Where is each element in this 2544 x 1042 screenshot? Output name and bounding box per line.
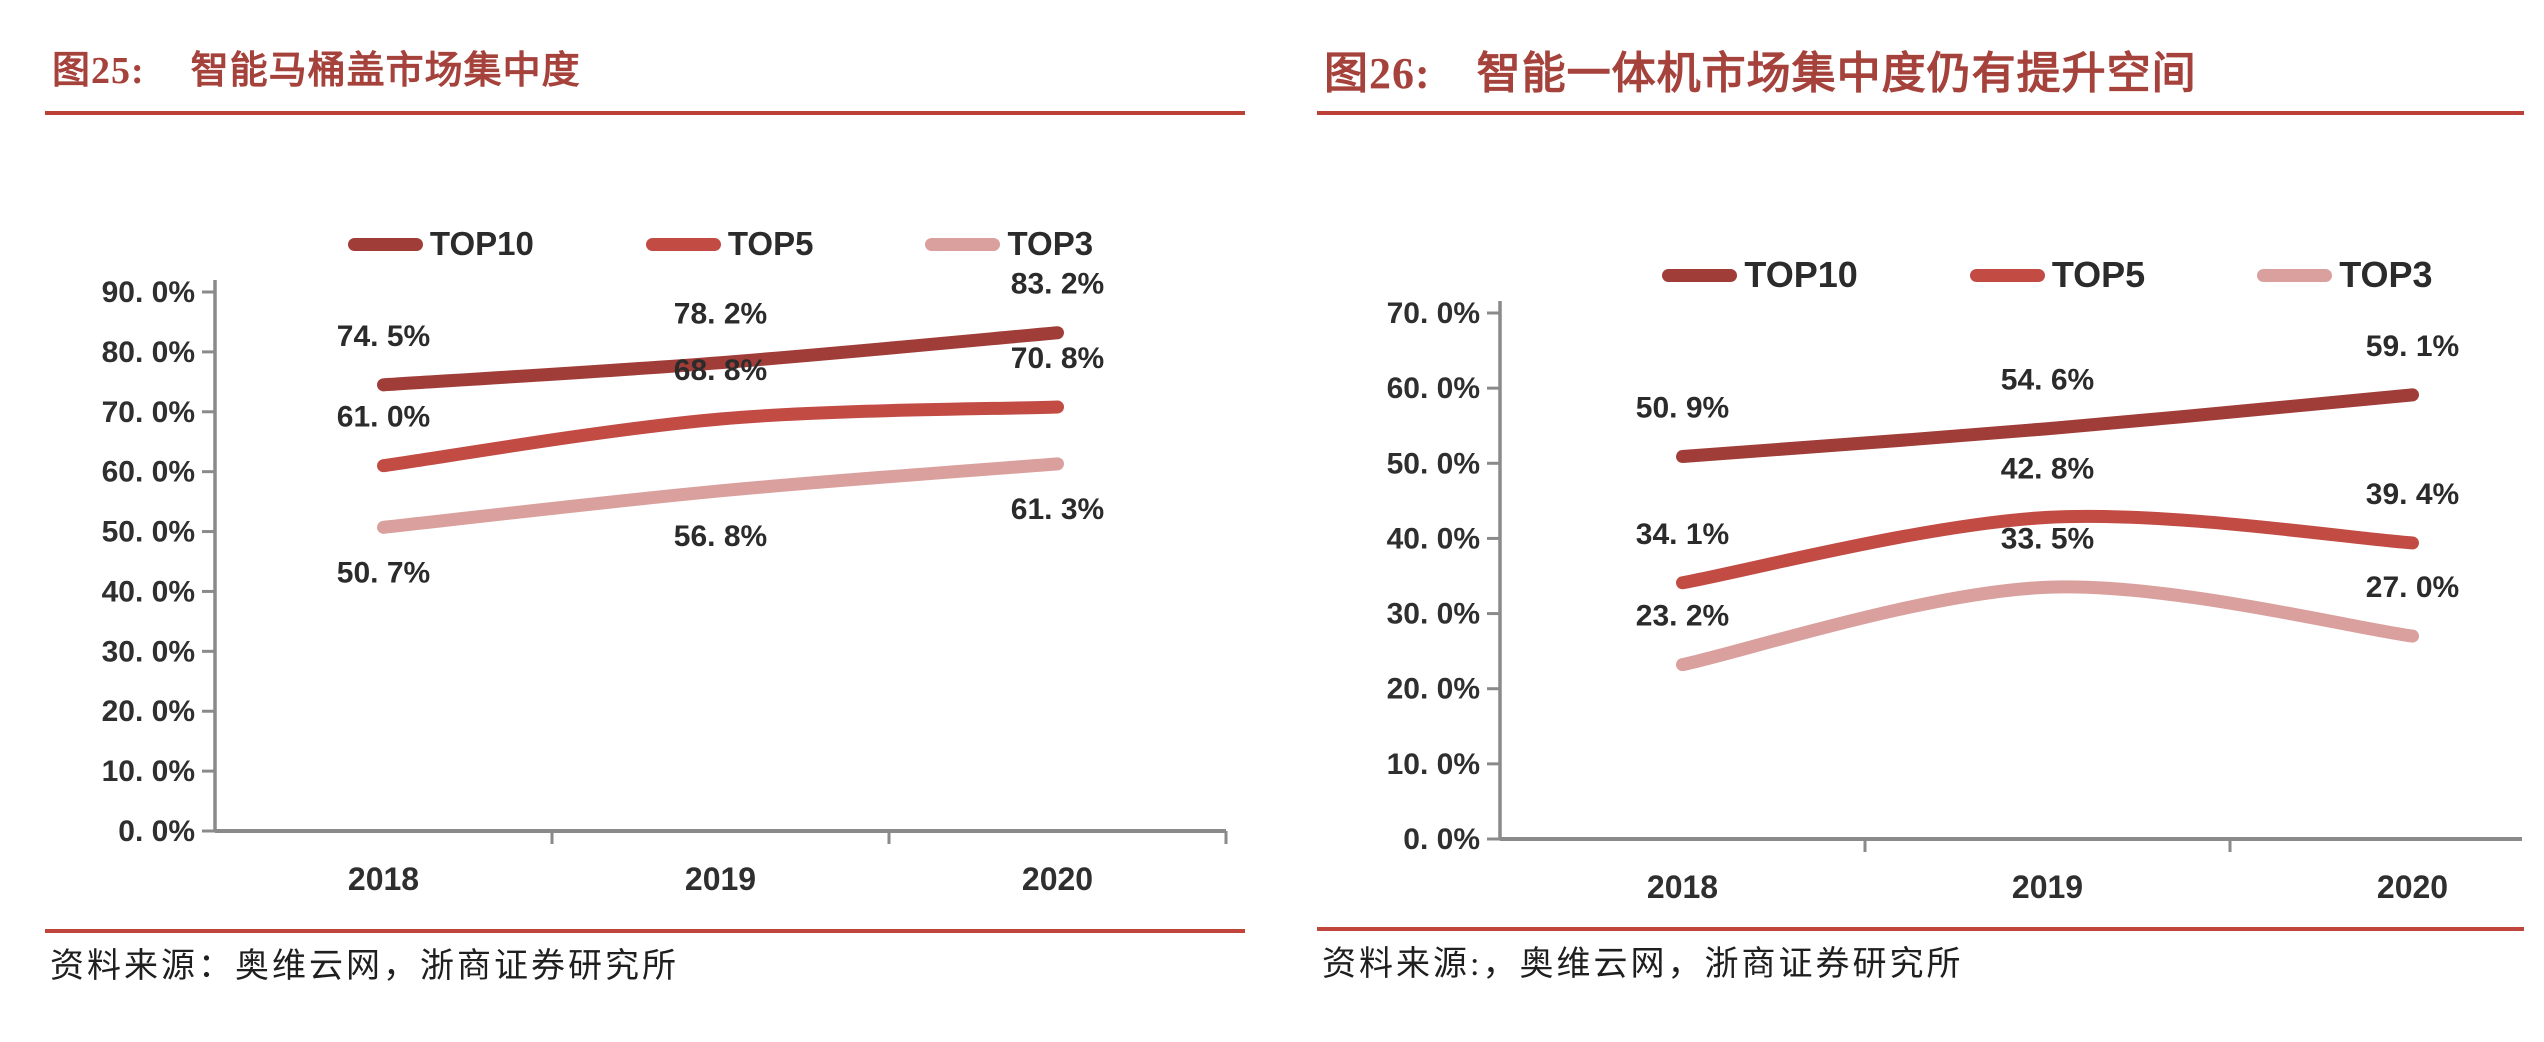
- legend-label: TOP5: [2051, 254, 2146, 295]
- y-tick-label: 10. 0%: [1387, 748, 1480, 781]
- y-tick-label: 10. 0%: [102, 755, 195, 788]
- y-tick-label: 30. 0%: [1387, 598, 1480, 631]
- y-tick-label: 0. 0%: [1403, 823, 1480, 856]
- legend-label: TOP3: [1007, 225, 1094, 262]
- legend-marker-top5: [645, 237, 721, 251]
- y-tick-label: 60. 0%: [102, 456, 195, 489]
- y-tick-label: 60. 0%: [1387, 372, 1480, 405]
- figure-panel-26: 图26: 智能一体机市场集中度仍有提升空间 TOP10 TOP5 TOP3 0. 0%…: [1312, 0, 2524, 1042]
- legend-marker-top10: [347, 237, 423, 251]
- data-label-top5-2020: 39. 4%: [2366, 478, 2459, 511]
- data-label-top5-2019: 68. 8%: [674, 354, 767, 387]
- data-label-top10-2018: 50. 9%: [1636, 392, 1729, 425]
- legend-marker-top3: [2257, 268, 2333, 282]
- series-line-top10: [1676, 388, 2419, 464]
- data-label-top10-2020: 83. 2%: [1011, 268, 1104, 301]
- legend-item-top5: TOP5: [645, 225, 814, 263]
- y-tick-label: 70. 0%: [1387, 297, 1480, 330]
- data-label-top3-2020: 61. 3%: [1011, 493, 1104, 526]
- x-tick-label: 2019: [685, 861, 756, 897]
- data-label-top3-2020: 27. 0%: [2366, 571, 2459, 604]
- x-tick-label: 2018: [348, 861, 419, 897]
- series-line-top10: [377, 326, 1064, 392]
- y-tick-label: 70. 0%: [102, 396, 195, 429]
- figure-number: 图26:: [1324, 49, 1431, 98]
- data-label-top10-2018: 74. 5%: [337, 320, 430, 353]
- figure-title: 图26: 智能一体机市场集中度仍有提升空间: [1324, 52, 2197, 96]
- legend-label: TOP10: [1744, 254, 1858, 295]
- series-line-top5: [1676, 509, 2419, 590]
- legend-marker-top10: [1662, 268, 1738, 282]
- data-label-top10-2020: 59. 1%: [2366, 330, 2459, 363]
- legend-item-top10: TOP10: [1662, 254, 1858, 296]
- data-label-top3-2019: 33. 5%: [2001, 522, 2094, 555]
- data-label-top3-2019: 56. 8%: [674, 520, 767, 553]
- legend-marker-top5: [1969, 268, 2045, 282]
- data-label-top5-2018: 34. 1%: [1636, 518, 1729, 551]
- data-label-top3-2018: 50. 7%: [337, 556, 430, 589]
- figure-title-text: 智能马桶盖市场集中度: [190, 50, 581, 92]
- line-chart: 0. 0% 10. 0% 20. 0% 30. 0% 40. 0% 50. 0% 60. 0…: [102, 268, 1228, 897]
- y-tick-label: 40. 0%: [102, 575, 195, 608]
- title-underline: [1317, 111, 2524, 115]
- y-tick-label: 40. 0%: [1387, 522, 1480, 555]
- figure-title: 图25: 智能马桶盖市场集中度: [52, 52, 581, 90]
- data-label-top5-2018: 61. 0%: [337, 401, 430, 434]
- y-tick-label: 20. 0%: [102, 695, 195, 728]
- y-tick-label: 90. 0%: [102, 276, 195, 309]
- legend-marker-top3: [925, 237, 1001, 251]
- figure-title-text: 智能一体机市场集中度仍有提升空间: [1476, 49, 2197, 98]
- line-chart: 0. 0% 10. 0% 20. 0% 30. 0% 40. 0% 50. 0% 60. 0…: [1387, 297, 2522, 905]
- x-tick-label: 2019: [2012, 869, 2083, 905]
- legend-item-top3: TOP3: [925, 225, 1093, 263]
- y-tick-label: 0. 0%: [118, 815, 195, 848]
- x-tick-label: 2020: [1022, 861, 1093, 897]
- bottom-divider: [45, 929, 1245, 933]
- series-line-top5: [377, 400, 1064, 473]
- chart-legend: TOP10 TOP5 TOP3: [1500, 254, 2544, 296]
- series-line-top3: [377, 457, 1064, 534]
- title-underline: [45, 111, 1245, 115]
- y-tick-label: 20. 0%: [1387, 673, 1480, 706]
- data-label-top5-2019: 42. 8%: [2001, 452, 2094, 485]
- data-label-top10-2019: 78. 2%: [674, 298, 767, 331]
- figure-panel-25: 图25: 智能马桶盖市场集中度 TOP10 TOP5 TOP3 0. 0% 10. 0%…: [40, 0, 1245, 1042]
- legend-label: TOP5: [727, 225, 814, 262]
- source-note: 资料来源:，奥维云网，浙商证券研究所: [1322, 946, 1964, 983]
- data-label-top10-2019: 54. 6%: [2001, 364, 2094, 397]
- bottom-divider: [1317, 927, 2524, 931]
- figure-number: 图25:: [52, 50, 145, 92]
- data-label-top3-2018: 23. 2%: [1636, 600, 1729, 633]
- source-note: 资料来源：奥维云网，浙商证券研究所: [50, 948, 679, 985]
- legend-item-top5: TOP5: [1969, 254, 2146, 296]
- legend-label: TOP3: [2339, 254, 2433, 295]
- y-tick-label: 80. 0%: [102, 336, 195, 369]
- y-tick-label: 30. 0%: [102, 635, 195, 668]
- legend-item-top3: TOP3: [2257, 254, 2433, 296]
- x-tick-label: 2018: [1647, 869, 1718, 905]
- y-tick-label: 50. 0%: [102, 516, 195, 549]
- series-line-top3: [1676, 580, 2419, 672]
- x-tick-label: 2020: [2377, 869, 2448, 905]
- legend-label: TOP10: [429, 225, 534, 262]
- data-label-top5-2020: 70. 8%: [1011, 342, 1104, 375]
- chart-legend: TOP10 TOP5 TOP3: [215, 225, 1226, 263]
- legend-item-top10: TOP10: [347, 225, 534, 263]
- y-tick-label: 50. 0%: [1387, 447, 1480, 480]
